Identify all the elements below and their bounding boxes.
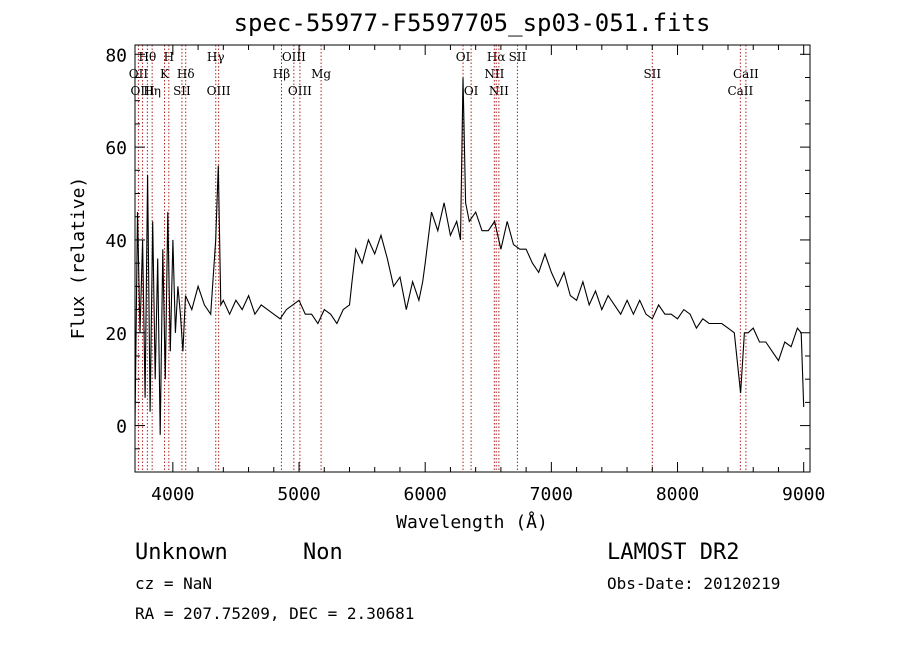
x-tick-label: 7000 <box>530 484 573 505</box>
line-label: Hδ <box>177 67 195 81</box>
line-label: NII <box>484 67 504 81</box>
x-tick-label: 4000 <box>151 484 194 505</box>
y-tick-label: 20 <box>105 324 127 345</box>
line-label: OIII <box>288 84 312 98</box>
line-label: NII <box>489 84 509 98</box>
line-label: Hα <box>487 50 506 64</box>
x-tick-label: 6000 <box>404 484 447 505</box>
line-label: Hθ <box>139 50 157 64</box>
spectrum-line <box>134 77 805 435</box>
line-label: OII <box>129 67 149 81</box>
y-tick-label: 0 <box>116 417 127 438</box>
x-axis-label: Wavelength (Å) <box>396 511 548 533</box>
line-label: OIII <box>282 50 306 64</box>
x-tick-label: 8000 <box>656 484 699 505</box>
coordinates-text: RA = 207.75209, DEC = 2.30681 <box>135 604 414 623</box>
obs-date: Obs-Date: 20120219 <box>607 574 780 593</box>
y-tick-label: 60 <box>105 138 127 159</box>
line-label: Hγ <box>207 50 225 64</box>
line-label: Hβ <box>273 67 290 81</box>
line-label: H <box>164 50 174 64</box>
survey-label: LAMOST DR2 <box>607 540 739 565</box>
line-label: OIII <box>207 84 231 98</box>
line-label: SII <box>643 67 661 81</box>
plot-frame <box>134 44 811 473</box>
subclass-label: Non <box>303 540 343 565</box>
line-label: OI <box>464 84 479 98</box>
x-tick-label: 9000 <box>782 484 825 505</box>
y-tick-label: 40 <box>105 231 127 252</box>
x-tick-label: 5000 <box>277 484 320 505</box>
axis-ticks: 4000 5000 6000 7000 8000 9000 0 20 40 60 80 <box>105 45 825 505</box>
line-label: Mg <box>311 67 331 81</box>
y-tick-label: 80 <box>105 45 127 66</box>
line-label: CaII <box>727 84 753 98</box>
class-label: Unknown <box>135 540 228 565</box>
line-label: K <box>160 67 170 81</box>
y-axis-label: Flux (relative) <box>68 177 89 340</box>
redshift-text: cz = NaN <box>135 574 212 593</box>
line-label: CaII <box>733 67 759 81</box>
line-label: OIII <box>131 84 155 98</box>
line-label: SII <box>173 84 191 98</box>
chart-title: spec-55977-F5597705_sp03-051.fits <box>234 9 711 37</box>
line-label: SII <box>509 50 527 64</box>
line-label: OI <box>456 50 471 64</box>
line-label: Hη <box>143 84 161 98</box>
